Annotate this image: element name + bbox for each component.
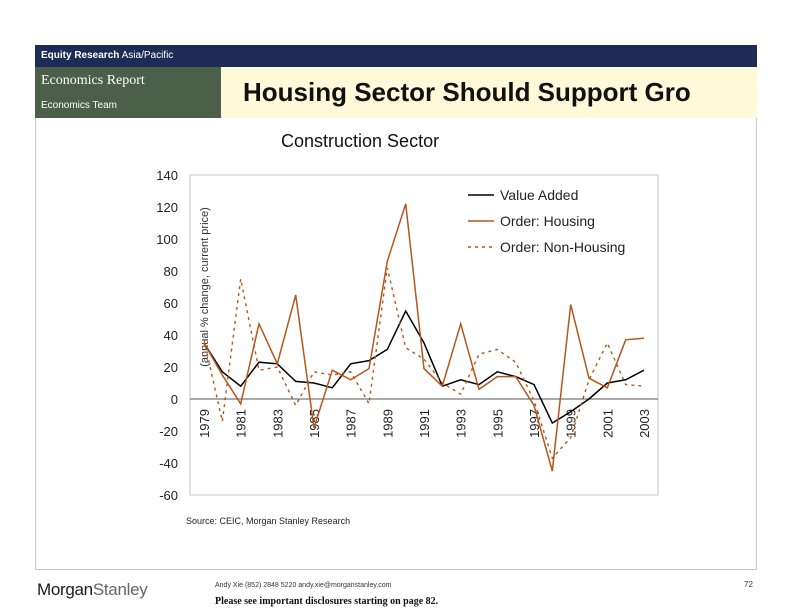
legend-entry: Order: Housing (500, 213, 595, 229)
report-type: Economics Report (41, 73, 145, 88)
report-info-panel: Economics Report Economics Team (35, 67, 218, 118)
morgan-stanley-logo: MorganStanley (37, 580, 148, 600)
y-tick-label: 60 (164, 296, 178, 311)
construction-sector-chart: -60 -40 -20 0 20 40 60 80 100 120 140 1979 1981 1983 1… (156, 168, 659, 503)
x-tick-label: 1979 (197, 409, 212, 438)
legend-entry: Value Added (500, 187, 578, 203)
disclosure-note: Please see important disclosures startin… (215, 596, 439, 607)
x-tick-label: 1999 (564, 409, 579, 438)
region-label: Asia/Pacific (121, 50, 174, 61)
y-tick-label: 100 (156, 232, 178, 247)
y-tick-label: -60 (159, 488, 178, 503)
header-divider (218, 67, 221, 118)
equity-research-label: Equity Research (41, 50, 120, 61)
y-tick-label: 0 (171, 392, 178, 407)
team-name: Economics Team (41, 100, 117, 111)
y-axis-label: (annual % change, current price) (199, 207, 211, 367)
y-tick-label: -40 (159, 456, 178, 471)
x-tick-label: 1991 (417, 409, 432, 438)
y-tick-label: -20 (159, 424, 178, 439)
x-tick-label: 1981 (234, 409, 249, 438)
chart-source: Source: CEIC, Morgan Stanley Research (186, 516, 351, 526)
x-tick-label: 1983 (270, 409, 285, 438)
research-header-bar: Equity Research Asia/Pacific (35, 45, 757, 67)
author-contact: Andy Xie (852) 2848 5220 andy.xie@morgan… (215, 582, 392, 589)
series-line-order-housing (203, 203, 645, 472)
page-number: 72 (744, 580, 753, 589)
y-tick-label: 20 (164, 360, 178, 375)
logo-part-stanley: Stanley (92, 580, 148, 599)
x-tick-label: 1993 (454, 409, 469, 438)
legend-entry: Order: Non-Housing (500, 239, 625, 255)
x-tick-label: 1997 (527, 409, 542, 438)
x-tick-label: 2001 (600, 409, 615, 438)
x-tick-label: 1989 (380, 409, 395, 438)
x-tick-label: 1985 (307, 409, 322, 438)
series-line-order-non-housing (203, 267, 645, 460)
logo-part-morgan: Morgan (37, 580, 93, 599)
x-tick-label: 1995 (490, 409, 505, 438)
y-tick-label: 120 (156, 200, 178, 215)
x-tick-label: 1987 (344, 409, 359, 438)
x-tick-label: 2003 (637, 409, 652, 438)
title-box: Housing Sector Should Support Gro (221, 67, 757, 118)
chart-title: Construction Sector (281, 131, 440, 151)
content-frame (35, 118, 757, 570)
y-tick-label: 140 (156, 168, 178, 183)
page-title: Housing Sector Should Support Gro (243, 77, 691, 107)
y-tick-label: 40 (164, 328, 178, 343)
plot-area (189, 174, 659, 496)
y-tick-label: 80 (164, 264, 178, 279)
